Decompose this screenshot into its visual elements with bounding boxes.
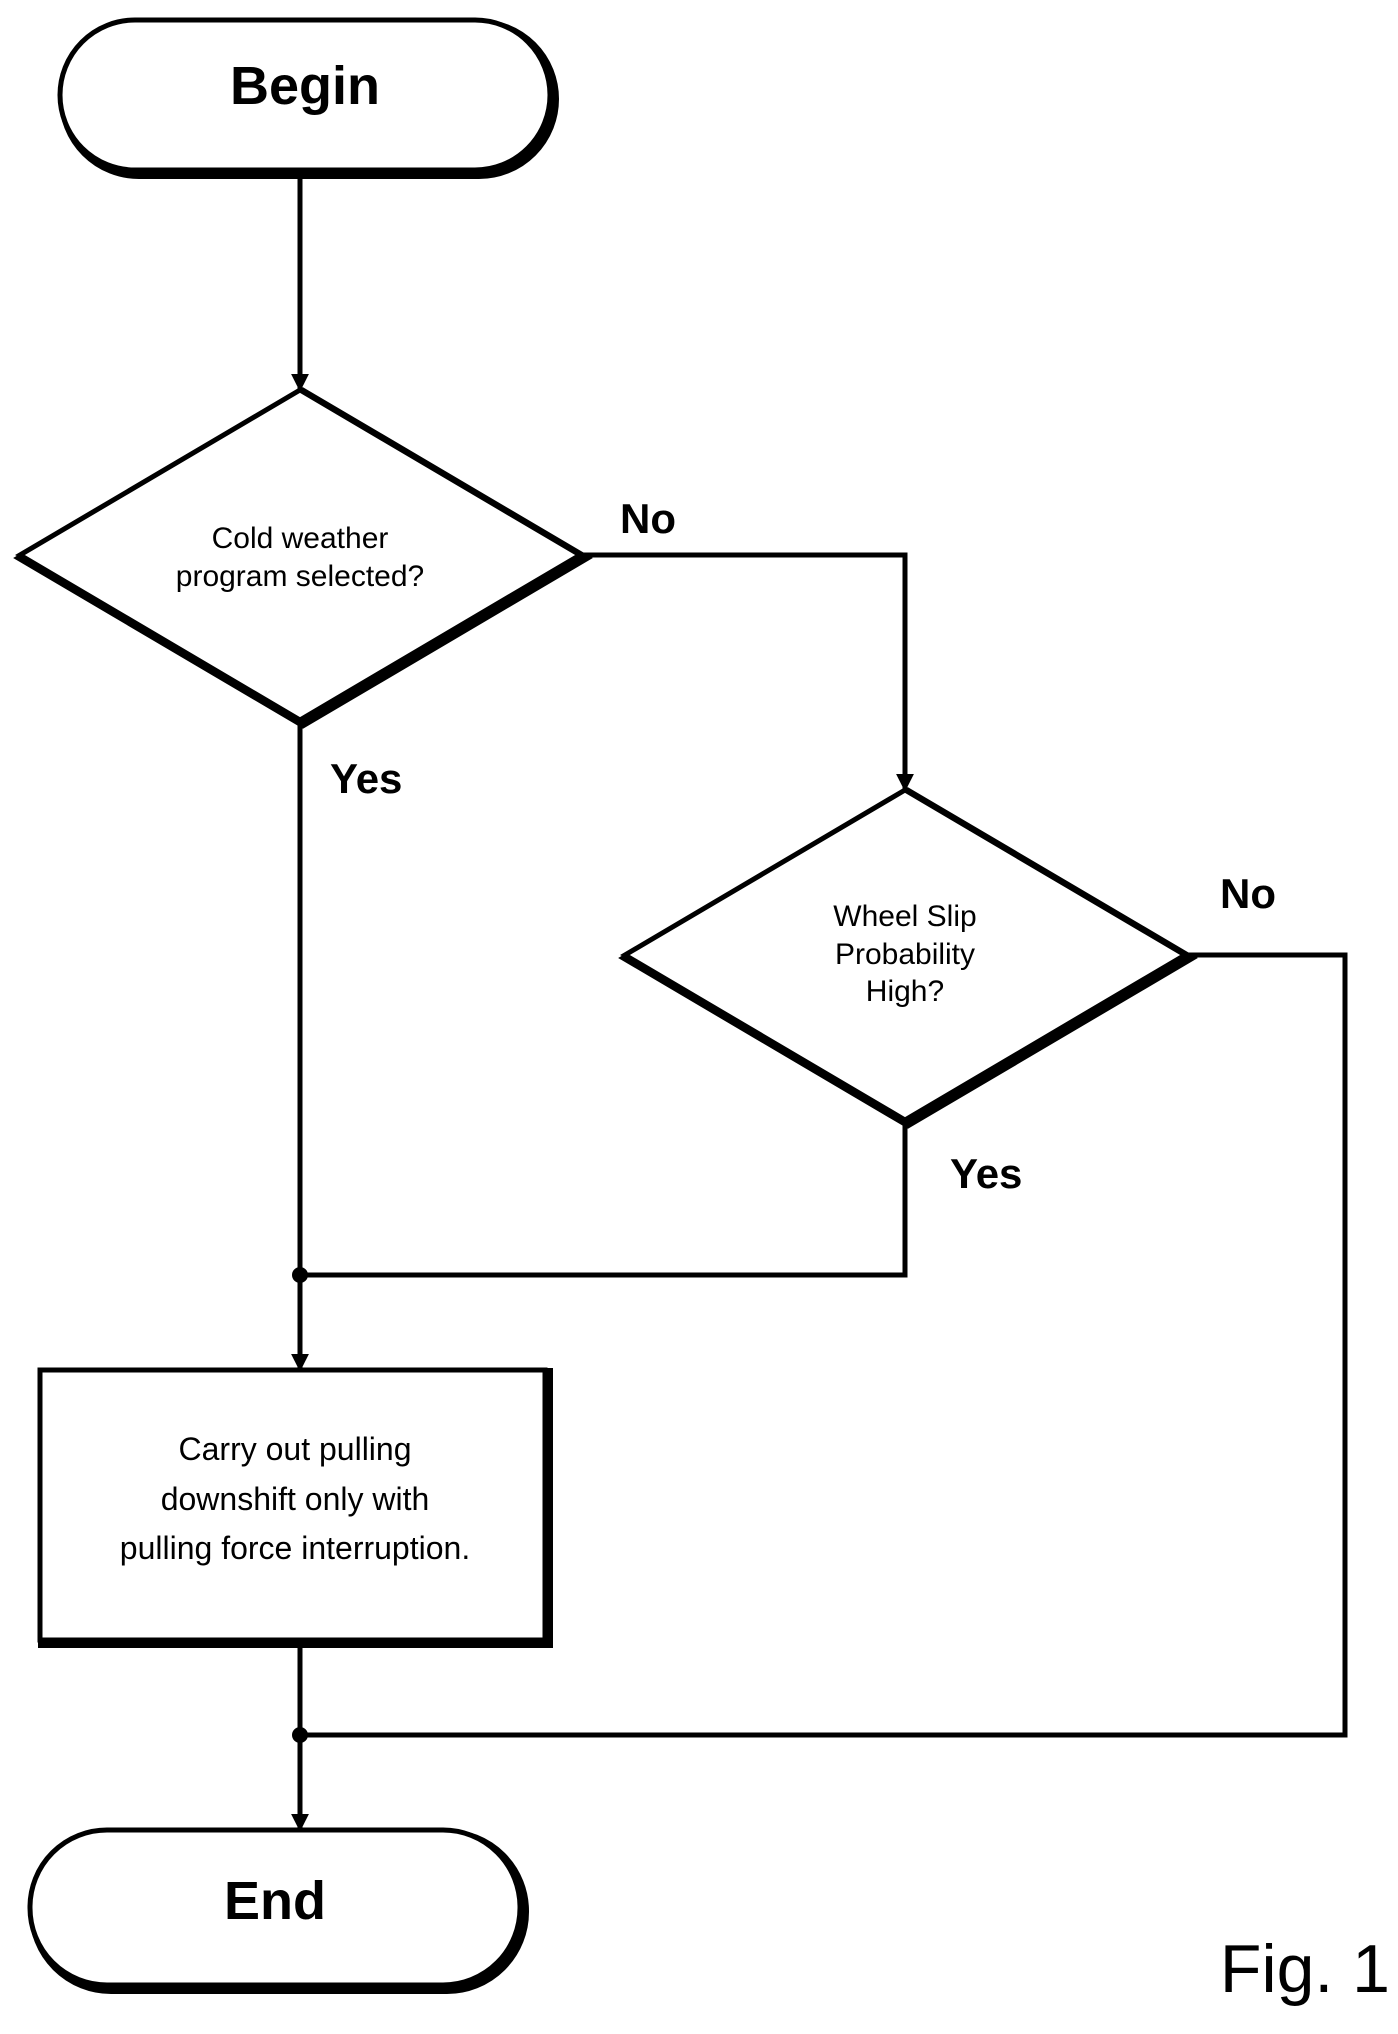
d2-no-label: No: [1220, 870, 1276, 918]
end-label: End: [30, 1870, 520, 1932]
begin-label: Begin: [60, 55, 550, 117]
flowchart-canvas: Begin Cold weather program selected? Whe…: [0, 0, 1398, 2034]
decision1-line2: program selected?: [176, 560, 424, 593]
flowchart-svg: [0, 0, 1398, 2034]
decision1-label: Cold weather program selected?: [120, 520, 480, 595]
decision2-line3: High?: [866, 975, 944, 1008]
d2-yes-label: Yes: [950, 1150, 1022, 1198]
process1-line1: Carry out pulling: [179, 1431, 412, 1467]
d1-yes-label: Yes: [330, 755, 402, 803]
process1-label: Carry out pulling downshift only with pu…: [60, 1425, 530, 1574]
decision2-line1: Wheel Slip: [833, 900, 976, 933]
decision2-label: Wheel Slip Probability High?: [740, 898, 1070, 1011]
d1-no-label: No: [620, 495, 676, 543]
process1-line3: pulling force interruption.: [120, 1530, 470, 1566]
process1-line2: downshift only with: [161, 1481, 430, 1517]
figure-label: Fig. 1: [950, 1930, 1390, 2008]
decision1-line1: Cold weather: [212, 522, 389, 555]
decision2-line2: Probability: [835, 938, 975, 971]
